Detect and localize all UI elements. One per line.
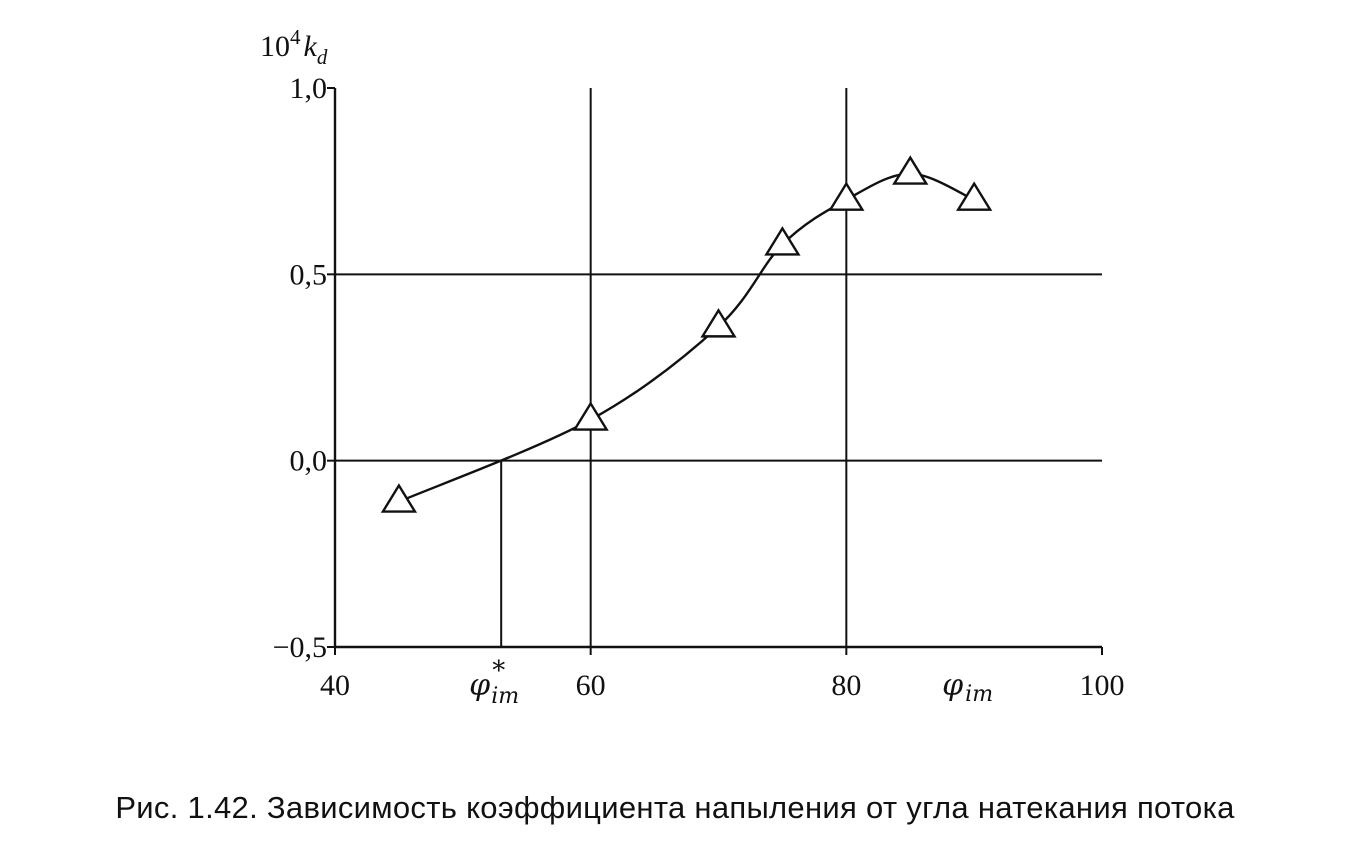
x-tick-label: 60 bbox=[576, 669, 606, 702]
y-tick-label: 1,0 bbox=[290, 72, 328, 105]
x-tick-label: 80 bbox=[831, 669, 861, 702]
x-tick-label: 40 bbox=[320, 669, 350, 702]
data-point-triangle bbox=[380, 483, 418, 513]
fitted-curve bbox=[398, 172, 975, 503]
series-line bbox=[398, 172, 975, 503]
chart: −0,5 0,0 0,5 1,0 40 60 80 100 104 kd φ* im φim bbox=[260, 25, 1125, 709]
phi-im-label: φim bbox=[942, 668, 993, 707]
ticks: −0,5 0,0 0,5 1,0 40 60 80 100 bbox=[273, 72, 1125, 702]
data-point-triangle bbox=[956, 181, 993, 211]
data-point-triangle bbox=[764, 226, 801, 256]
y-tick-label: 0,0 bbox=[290, 445, 328, 478]
y-tick-label: −0,5 bbox=[273, 631, 327, 664]
data-point-triangle bbox=[700, 308, 737, 338]
data-point-triangle bbox=[828, 181, 865, 211]
data-point-triangle bbox=[892, 155, 929, 185]
y-axis-label: 104 kd bbox=[260, 25, 328, 69]
x-tick-label: 100 bbox=[1080, 669, 1125, 702]
axes bbox=[333, 88, 1102, 649]
axis-labels: 104 kd bbox=[260, 25, 328, 69]
data-markers bbox=[380, 155, 993, 513]
annotations: φ* im φim bbox=[469, 656, 993, 709]
guide-lines bbox=[335, 88, 1102, 647]
y-tick-label: 0,5 bbox=[290, 258, 328, 291]
phi-im-star-label: φ* im bbox=[469, 656, 519, 709]
data-point-triangle bbox=[572, 401, 609, 431]
figure-caption: Рис. 1.42. Зависимость коэффициента напы… bbox=[115, 790, 1235, 825]
